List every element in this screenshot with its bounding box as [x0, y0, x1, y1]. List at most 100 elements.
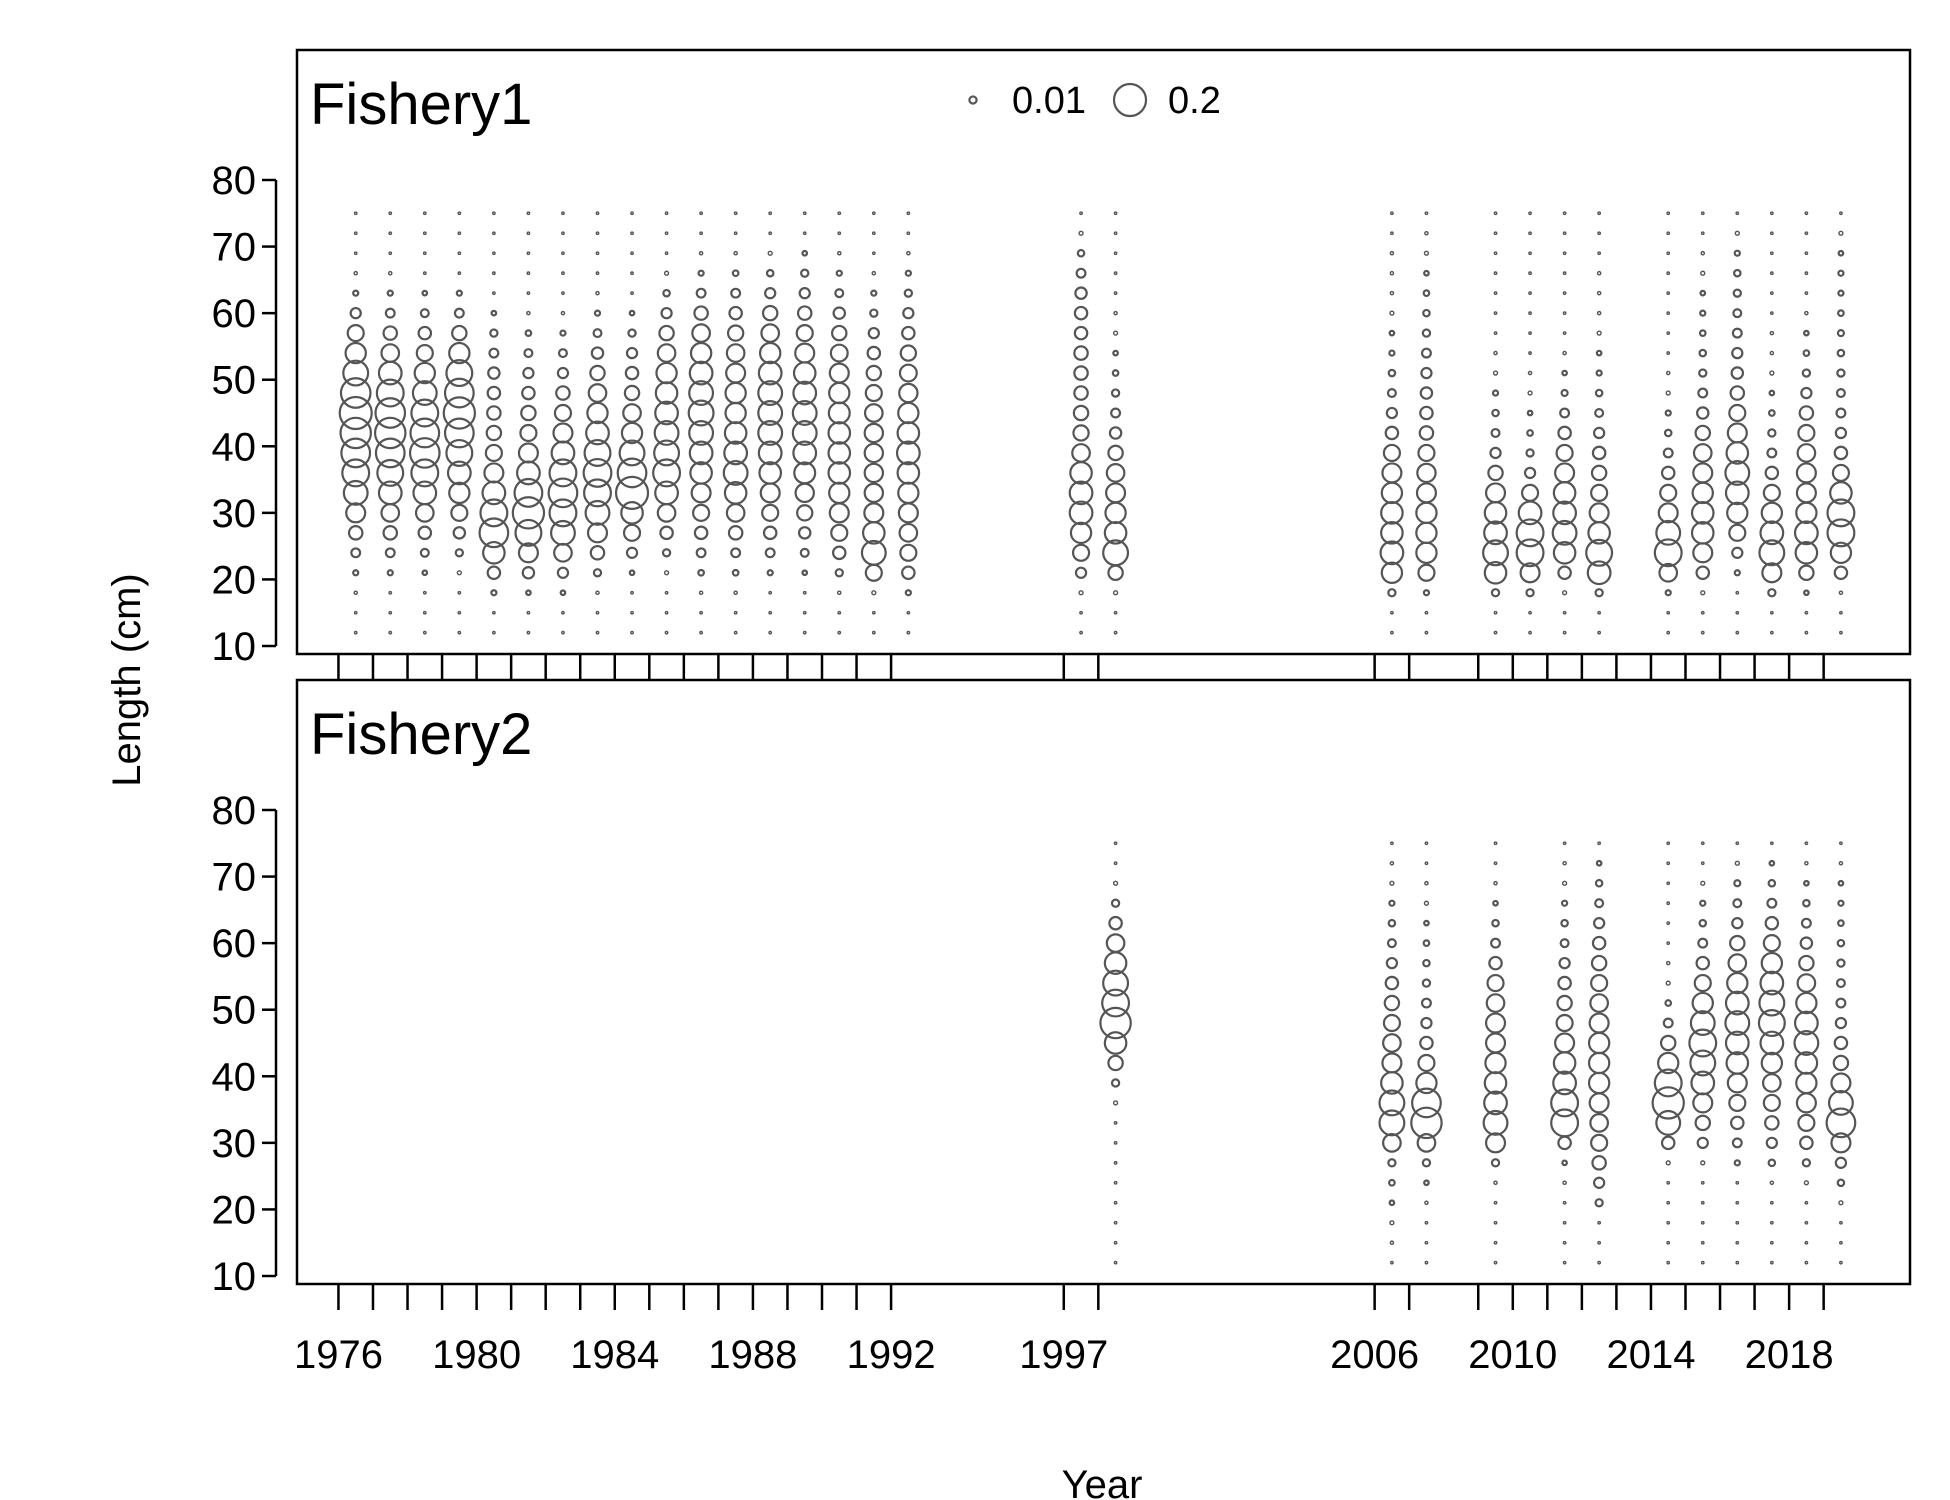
bubble: [1562, 1260, 1567, 1265]
bubble: [1493, 231, 1498, 236]
bubble: [561, 291, 565, 296]
bubble: [871, 630, 876, 635]
bubble: [1493, 350, 1498, 356]
bubble: [1110, 407, 1122, 419]
bubble: [764, 547, 776, 559]
bubble: [1664, 409, 1672, 417]
bubble: [664, 630, 669, 635]
bubble: [837, 231, 842, 236]
bubble: [491, 610, 496, 615]
bubble: [1071, 443, 1091, 463]
bubble: [561, 251, 565, 256]
bubble: [659, 525, 674, 541]
bubble: [1587, 1051, 1611, 1075]
bubble: [828, 481, 851, 505]
bubble: [1666, 311, 1671, 316]
bubble: [1659, 483, 1678, 502]
bubble: [1769, 1260, 1774, 1265]
bubble: [1382, 443, 1402, 463]
bubble: [1724, 990, 1750, 1016]
bubble: [829, 343, 849, 363]
bubble: [688, 420, 715, 446]
bubble: [1110, 388, 1121, 398]
bubble: [1422, 939, 1431, 948]
bubble: [1385, 956, 1399, 970]
bubble: [863, 482, 885, 504]
bubble: [560, 310, 566, 316]
bubble: [1798, 954, 1815, 972]
bubble: [1700, 1220, 1705, 1225]
bubble: [835, 269, 843, 277]
bubble: [1734, 860, 1740, 866]
bubble: [1424, 841, 1429, 846]
bubble: [553, 403, 573, 423]
bubble: [1691, 481, 1714, 505]
bubble: [1073, 325, 1089, 341]
bubble: [1415, 482, 1438, 504]
bubble: [1113, 1240, 1118, 1245]
bubble: [382, 325, 399, 341]
bubble: [344, 341, 367, 365]
bubble: [1657, 502, 1679, 524]
bubble: [1700, 231, 1705, 236]
bubble: [339, 416, 372, 450]
bubble: [698, 590, 704, 596]
x-tick-label: 1988: [708, 1333, 797, 1377]
bubble: [1420, 997, 1432, 1009]
bubble: [1562, 1240, 1567, 1245]
bubble: [1795, 1071, 1818, 1095]
bubble: [1592, 426, 1606, 440]
x-tick-label: 1984: [570, 1333, 659, 1377]
bubble: [1591, 1155, 1607, 1171]
bubble: [798, 287, 811, 300]
bubble: [1113, 1260, 1118, 1265]
bubble: [1594, 588, 1604, 598]
bubble: [1837, 269, 1845, 277]
bubble: [1836, 368, 1846, 378]
bubble: [1793, 1030, 1820, 1056]
bubble: [1731, 346, 1744, 360]
bubble: [1590, 973, 1609, 993]
bubble: [791, 420, 818, 446]
bubble: [1795, 462, 1817, 484]
bubble: [373, 416, 407, 450]
bubble: [1795, 501, 1818, 525]
bubble: [1666, 630, 1671, 635]
bubble: [802, 630, 807, 635]
bubble: [800, 268, 810, 278]
bubble: [1489, 446, 1502, 460]
bubble: [1387, 588, 1397, 598]
bubble: [582, 457, 613, 488]
bubble: [898, 382, 919, 404]
bubble: [1731, 917, 1744, 930]
bubble: [1769, 211, 1774, 216]
bubble: [1588, 1012, 1610, 1034]
y-tick-label: 60: [212, 922, 257, 966]
bubble: [457, 271, 462, 276]
bubble: [802, 211, 807, 216]
bubble: [1562, 630, 1567, 635]
bubble: [491, 231, 496, 236]
bubble: [1726, 501, 1749, 525]
bubble: [1415, 1071, 1438, 1095]
bubble: [595, 590, 600, 596]
bubble: [1389, 1220, 1395, 1226]
bubble: [871, 270, 877, 276]
bubble: [836, 590, 842, 596]
bubble: [693, 525, 709, 541]
bubble: [1387, 368, 1397, 378]
bubble: [386, 569, 394, 577]
bubble: [1424, 1260, 1429, 1265]
bubble: [1073, 365, 1089, 381]
bubble: [802, 610, 807, 615]
bubble: [1803, 879, 1810, 887]
bubble: [1799, 936, 1814, 950]
bubble: [725, 343, 746, 363]
bubble: [1769, 370, 1775, 376]
bubble: [1665, 980, 1671, 986]
bubble: [768, 610, 773, 615]
bubble: [1557, 425, 1572, 441]
bubble: [622, 523, 642, 542]
bubble: [1562, 251, 1567, 256]
bubble: [388, 211, 393, 216]
